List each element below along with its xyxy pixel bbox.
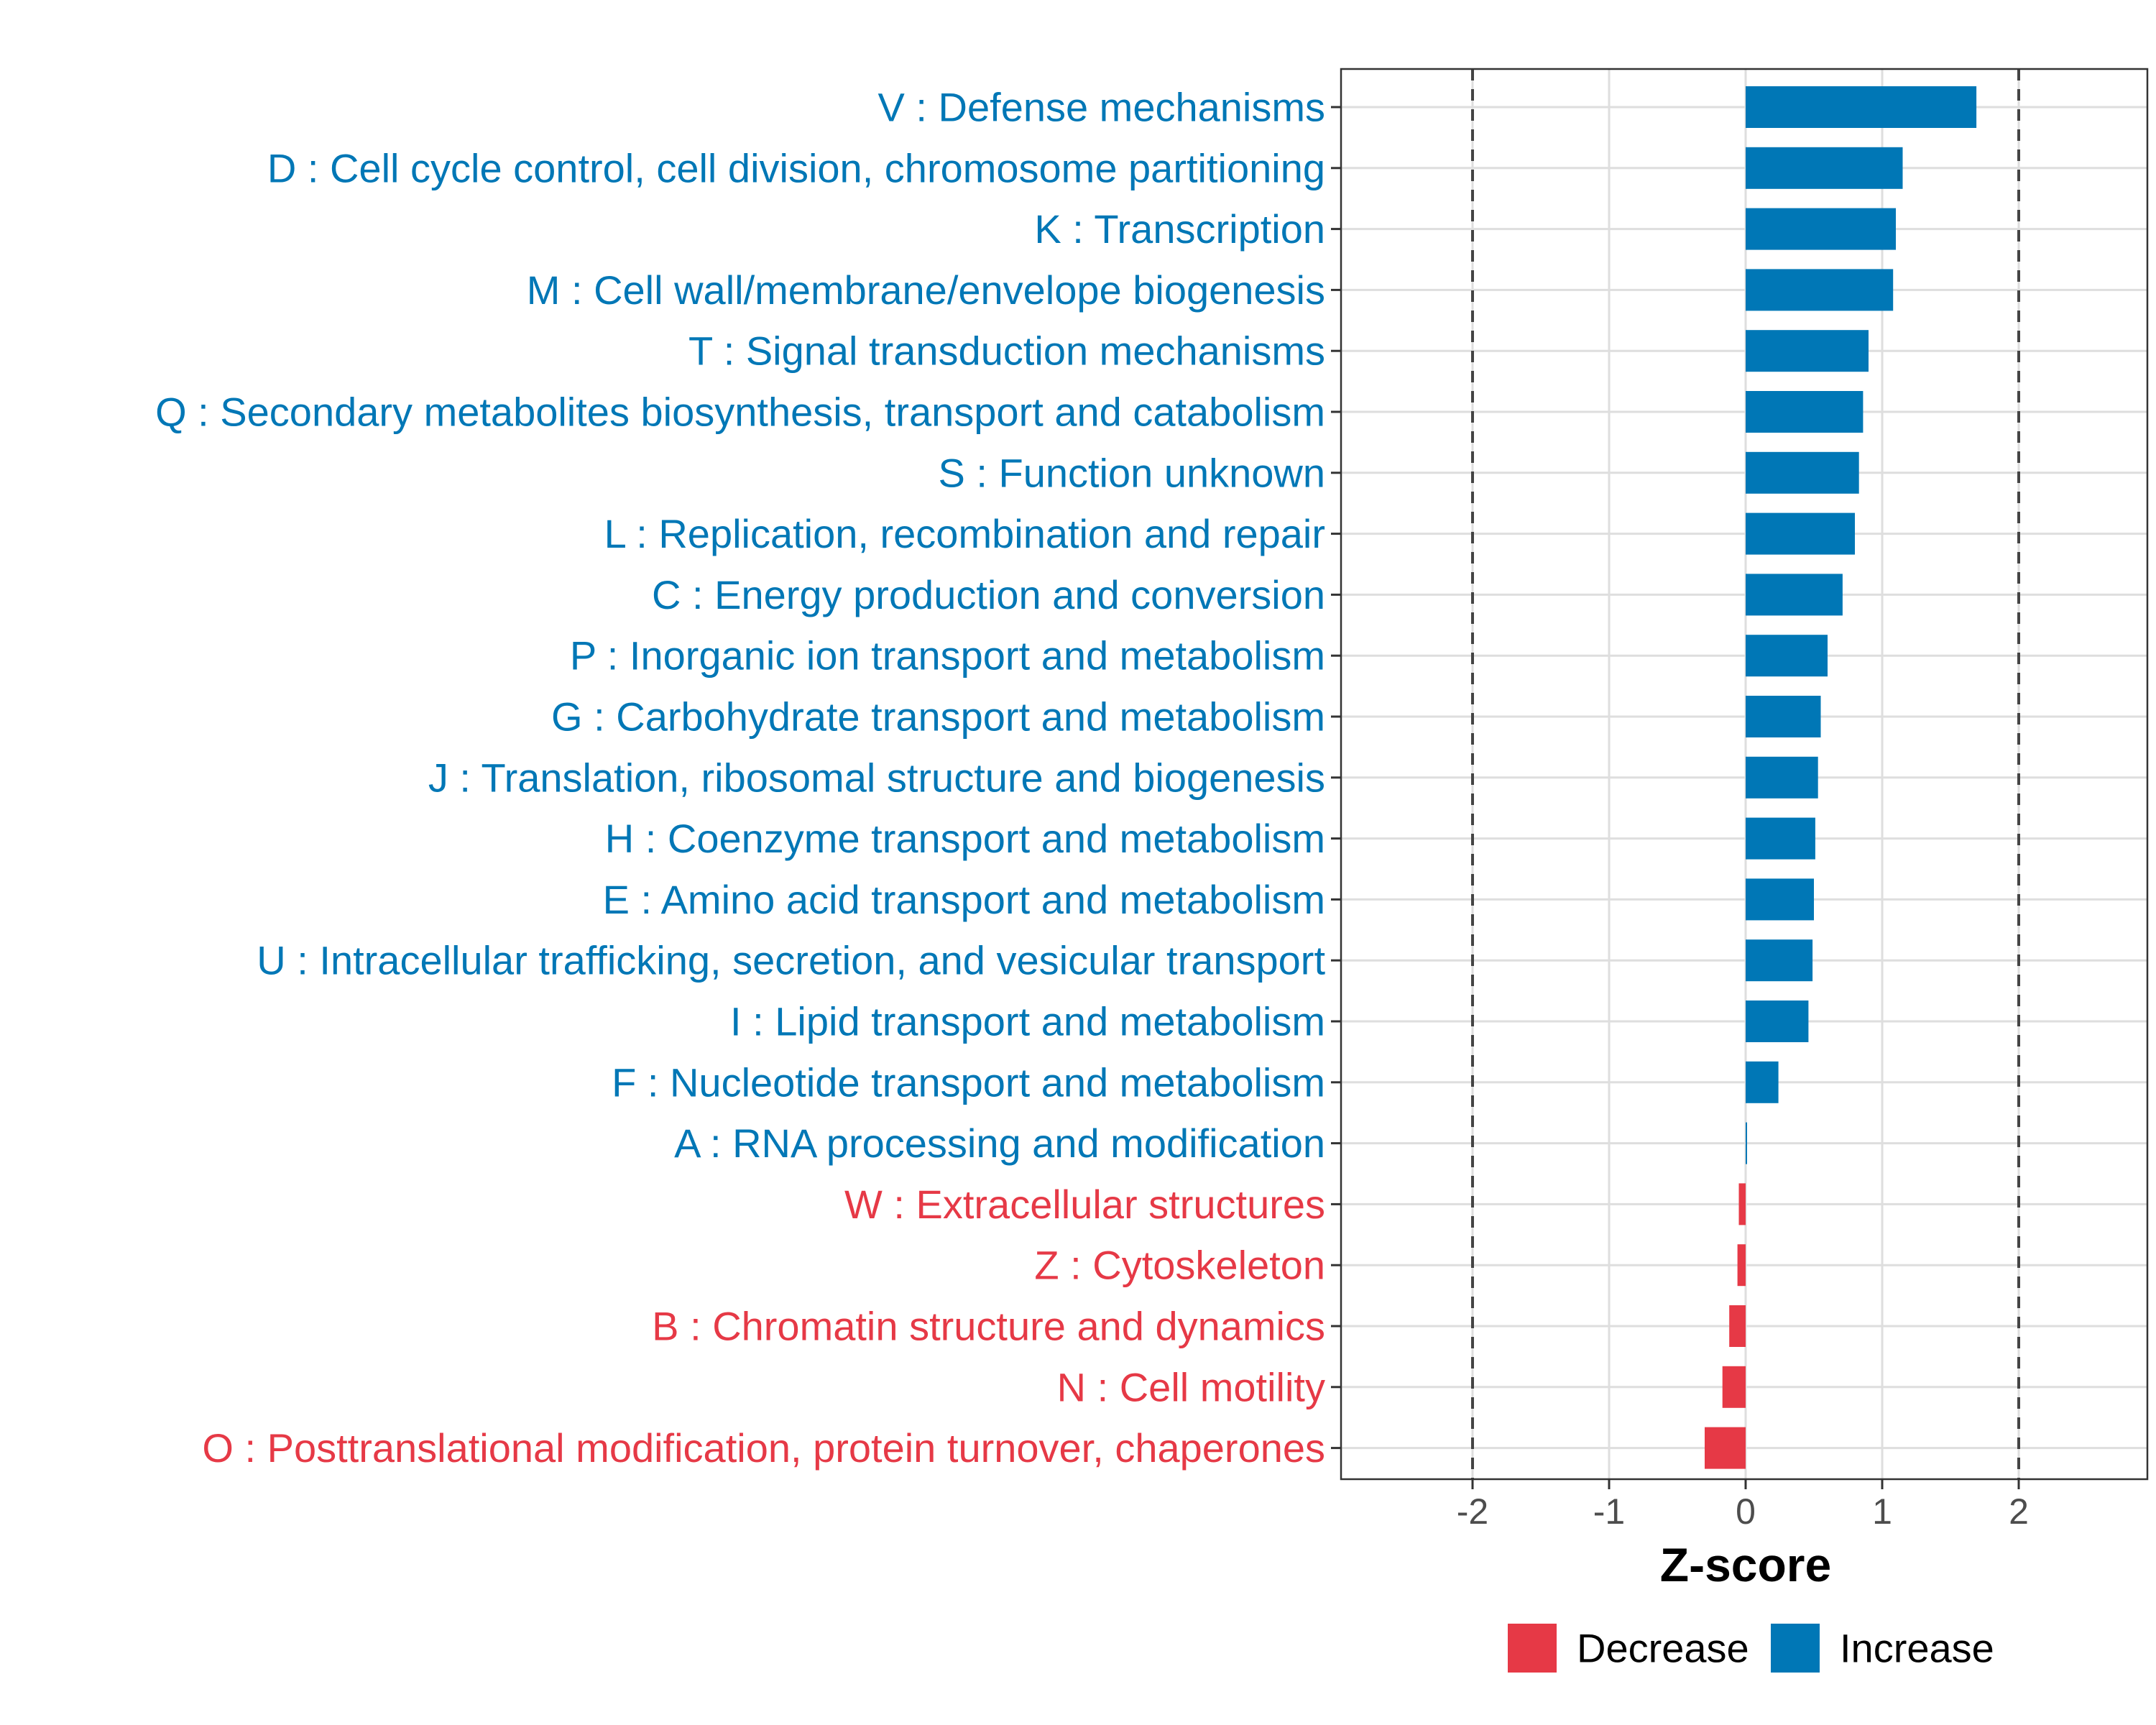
bar	[1746, 451, 1859, 494]
category-label: U : Intracellular trafficking, secretion…	[257, 938, 1325, 983]
bar	[1746, 86, 1977, 128]
category-label: M : Cell wall/membrane/envelope biogenes…	[527, 267, 1325, 313]
x-tick-label: -2	[1457, 1491, 1488, 1532]
bar	[1729, 1305, 1746, 1347]
legend-key	[1508, 1624, 1557, 1673]
category-label: G : Carbohydrate transport and metabolis…	[551, 694, 1325, 740]
x-tick-label: 2	[2009, 1491, 2029, 1532]
category-label: C : Energy production and conversion	[652, 572, 1325, 617]
category-label: P : Inorganic ion transport and metaboli…	[570, 633, 1325, 678]
legend-label: Increase	[1840, 1626, 1994, 1671]
bar	[1746, 878, 1814, 921]
bar	[1737, 1244, 1746, 1287]
x-axis-ticks: -2 -1 0 1 2	[1457, 1479, 2029, 1532]
bar	[1746, 574, 1843, 616]
bar	[1746, 635, 1828, 677]
legend-key	[1771, 1624, 1820, 1673]
bar	[1746, 1000, 1809, 1042]
bars	[1705, 86, 1977, 1469]
category-label: T : Signal transduction mechanisms	[688, 328, 1325, 374]
category-label: V : Defense mechanisms	[878, 85, 1325, 130]
bar	[1746, 391, 1864, 433]
bar	[1746, 147, 1903, 189]
category-label: E : Amino acid transport and metabolism	[603, 877, 1325, 922]
x-tick-label: 1	[1872, 1491, 1892, 1532]
bar	[1746, 696, 1821, 737]
bar	[1738, 1183, 1746, 1225]
category-label: W : Extracellular structures	[844, 1182, 1325, 1227]
category-label: S : Function unknown	[938, 450, 1325, 495]
x-tick-label: -1	[1593, 1491, 1625, 1532]
x-tick-label: 0	[1736, 1491, 1756, 1532]
category-label: Z : Cytoskeleton	[1034, 1243, 1325, 1288]
bar	[1746, 1122, 1747, 1164]
plot-panel-border	[1340, 68, 2149, 1481]
bar	[1722, 1366, 1746, 1408]
category-label: N : Cell motility	[1057, 1364, 1325, 1409]
bar	[1746, 756, 1818, 799]
legend-label: Decrease	[1577, 1626, 1749, 1671]
category-label: J : Translation, ribosomal structure and…	[428, 755, 1325, 800]
y-axis-labels: V : Defense mechanisms D : Cell cycle con…	[155, 85, 1325, 1471]
category-label: O : Posttranslational modification, prot…	[202, 1425, 1325, 1471]
bar	[1746, 330, 1869, 372]
bar	[1746, 817, 1815, 860]
y-axis-ticks	[1331, 106, 1341, 1450]
category-label: H : Coenzyme transport and metabolism	[605, 816, 1325, 861]
category-label: Q : Secondary metabolites biosynthesis, …	[155, 390, 1325, 435]
category-label: K : Transcription	[1034, 206, 1325, 252]
category-label: A : RNA processing and modification	[674, 1121, 1325, 1166]
bar	[1705, 1427, 1746, 1469]
legend: Decrease Increase	[1508, 1624, 1994, 1673]
category-label: D : Cell cycle control, cell division, c…	[267, 145, 1325, 190]
category-label: L : Replication, recombination and repai…	[604, 511, 1325, 556]
bar	[1746, 939, 1813, 982]
reference-lines	[1471, 69, 2020, 1479]
bar	[1746, 512, 1855, 555]
category-label: F : Nucleotide transport and metabolism	[612, 1059, 1325, 1105]
bar	[1746, 208, 1896, 250]
category-label: B : Chromatin structure and dynamics	[652, 1304, 1325, 1349]
category-label: I : Lipid transport and metabolism	[730, 999, 1325, 1044]
x-axis-title: Z-score	[1660, 1538, 1831, 1591]
bar	[1746, 1061, 1779, 1103]
bar	[1746, 269, 1894, 311]
